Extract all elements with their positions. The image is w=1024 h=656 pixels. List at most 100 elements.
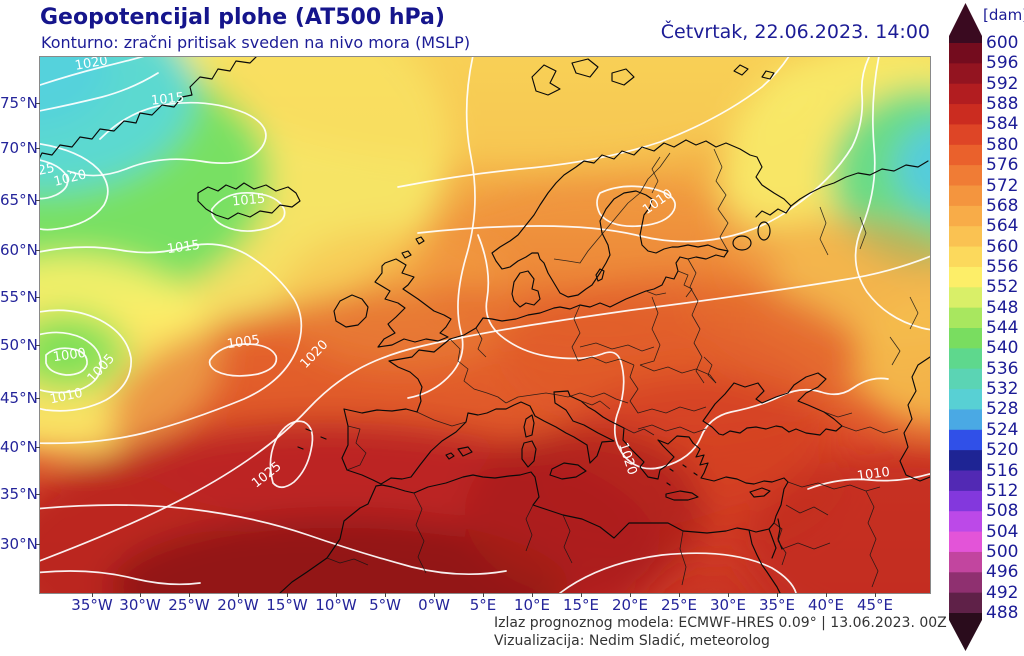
colorbar-segment — [949, 450, 982, 471]
contour-label: 1010 — [856, 465, 891, 484]
lat-tick-mark — [36, 494, 40, 495]
colorbar-segment — [949, 328, 982, 349]
colorbar-tick-label: 572 — [986, 175, 1019, 196]
lon-tick-mark — [826, 593, 827, 597]
colorbar-tick-label: 508 — [986, 501, 1019, 522]
lon-tick-mark — [287, 593, 288, 597]
forecast-datetime: Četvrtak, 22.06.2023. 14:00 — [660, 21, 930, 43]
lat-tick-label: 40°N — [0, 438, 38, 456]
lon-tick-label: 10°W — [315, 596, 357, 614]
lon-tick-mark — [630, 593, 631, 597]
visualization-attribution: Vizualizacija: Nedim Sladić, meteorolog — [494, 633, 770, 649]
lon-tick-mark — [483, 593, 484, 597]
colorbar-tick-label: 516 — [986, 460, 1019, 481]
lat-tick-mark — [36, 297, 40, 298]
colorbar-segment — [949, 572, 982, 594]
colorbar-tick-label: 528 — [986, 399, 1019, 420]
colorbar-tick-label: 544 — [986, 318, 1019, 338]
model-attribution: Izlaz prognoznog modela: ECMWF-HRES 0.09… — [494, 615, 947, 631]
colorbar-tick-label: 600 — [986, 33, 1019, 53]
lat-tick-label: 70°N — [0, 139, 38, 157]
colorbar-segment — [949, 266, 982, 288]
colorbar-segment — [949, 124, 982, 146]
lon-tick-label: 30°E — [709, 596, 747, 614]
lat-tick-label: 35°N — [0, 485, 38, 503]
colorbar-tick-label: 552 — [986, 277, 1019, 298]
lon-tick-label: 25°W — [168, 596, 210, 614]
colorbar-tick-label: 592 — [986, 73, 1019, 94]
colorbar-tick-label: 580 — [986, 134, 1019, 155]
colorbar — [949, 3, 982, 651]
colorbar-segment — [949, 551, 982, 573]
lon-tick-label: 20°W — [217, 596, 259, 614]
colorbar-tick-label: 488 — [986, 603, 1019, 623]
lon-tick-label: 0°W — [418, 596, 450, 614]
lon-tick-label: 10°E — [513, 596, 551, 614]
colorbar-segment — [949, 592, 982, 614]
colorbar-tick-label: 596 — [986, 53, 1019, 74]
country-borders — [326, 148, 919, 588]
colorbar-tick-label: 576 — [986, 155, 1019, 176]
coastlines — [40, 57, 930, 593]
colorbar-extend-below — [949, 613, 982, 651]
colorbar-segment — [949, 104, 982, 125]
colorbar-segment — [949, 307, 982, 329]
colorbar-segment — [949, 205, 982, 227]
colorbar-segment — [949, 185, 982, 207]
lat-tick-label: 60°N — [0, 241, 38, 259]
lat-tick-mark — [36, 148, 40, 149]
contour-label: 1015 — [150, 90, 184, 108]
geopotential-map: 1020101510251020101510151010100510051000… — [40, 57, 930, 593]
colorbar-tick-label: 588 — [986, 94, 1019, 115]
lat-tick-label: 75°N — [0, 94, 38, 112]
colorbar-segment — [949, 226, 982, 248]
colorbar-tick-label: 560 — [986, 236, 1019, 257]
lon-tick-label: 5°E — [469, 596, 497, 614]
colorbar-tick-label: 512 — [986, 480, 1019, 501]
lon-tick-mark — [777, 593, 778, 597]
lon-tick-mark — [385, 593, 386, 597]
contour-label: 1000 — [52, 346, 87, 365]
colorbar-tick-label: 532 — [986, 379, 1019, 400]
lon-tick-mark — [336, 593, 337, 597]
lon-tick-mark — [875, 593, 876, 597]
colorbar-segment — [949, 348, 982, 370]
lat-tick-mark — [36, 200, 40, 201]
colorbar-segment — [949, 511, 982, 533]
colorbar-tick-label: 568 — [986, 195, 1019, 216]
lat-tick-label: 45°N — [0, 389, 38, 407]
contour-label: 1015 — [232, 192, 266, 210]
colorbar-segment — [949, 409, 982, 431]
colorbar-segment — [949, 144, 982, 166]
lat-tick-mark — [36, 250, 40, 251]
colorbar-tick-label: 536 — [986, 358, 1019, 379]
colorbar-segment — [949, 429, 982, 451]
colorbar-segment — [949, 246, 982, 268]
lon-tick-mark — [238, 593, 239, 597]
colorbar-tick-label: 548 — [986, 297, 1019, 318]
lon-tick-mark — [532, 593, 533, 597]
lon-tick-label: 30°W — [119, 596, 161, 614]
lon-tick-mark — [140, 593, 141, 597]
colorbar-segment — [949, 63, 982, 85]
colorbar-tick-label: 540 — [986, 338, 1019, 359]
lon-tick-label: 45°E — [856, 596, 894, 614]
colorbar-tick-label: 500 — [986, 541, 1019, 562]
page-title: Geopotencijal plohe (AT500 hPa) — [40, 5, 445, 30]
page-subtitle: Konturno: zračni pritisak sveden na nivo… — [41, 33, 471, 52]
lon-tick-label: 20°E — [611, 596, 649, 614]
lon-tick-mark — [92, 593, 93, 597]
lon-tick-label: 35°E — [758, 596, 796, 614]
contour-label: 1015 — [166, 238, 201, 257]
colorbar-extend-above — [949, 3, 982, 43]
lon-tick-mark — [581, 593, 582, 597]
colorbar-segments — [949, 43, 982, 614]
lon-tick-label: 35°W — [71, 596, 113, 614]
colorbar-segment — [949, 368, 982, 390]
contour-label: 1005 — [226, 333, 261, 352]
lon-tick-label: 15°W — [266, 596, 308, 614]
contour-label: 1010 — [49, 386, 84, 408]
lat-tick-mark — [36, 447, 40, 448]
colorbar-tick-label: 556 — [986, 256, 1019, 277]
